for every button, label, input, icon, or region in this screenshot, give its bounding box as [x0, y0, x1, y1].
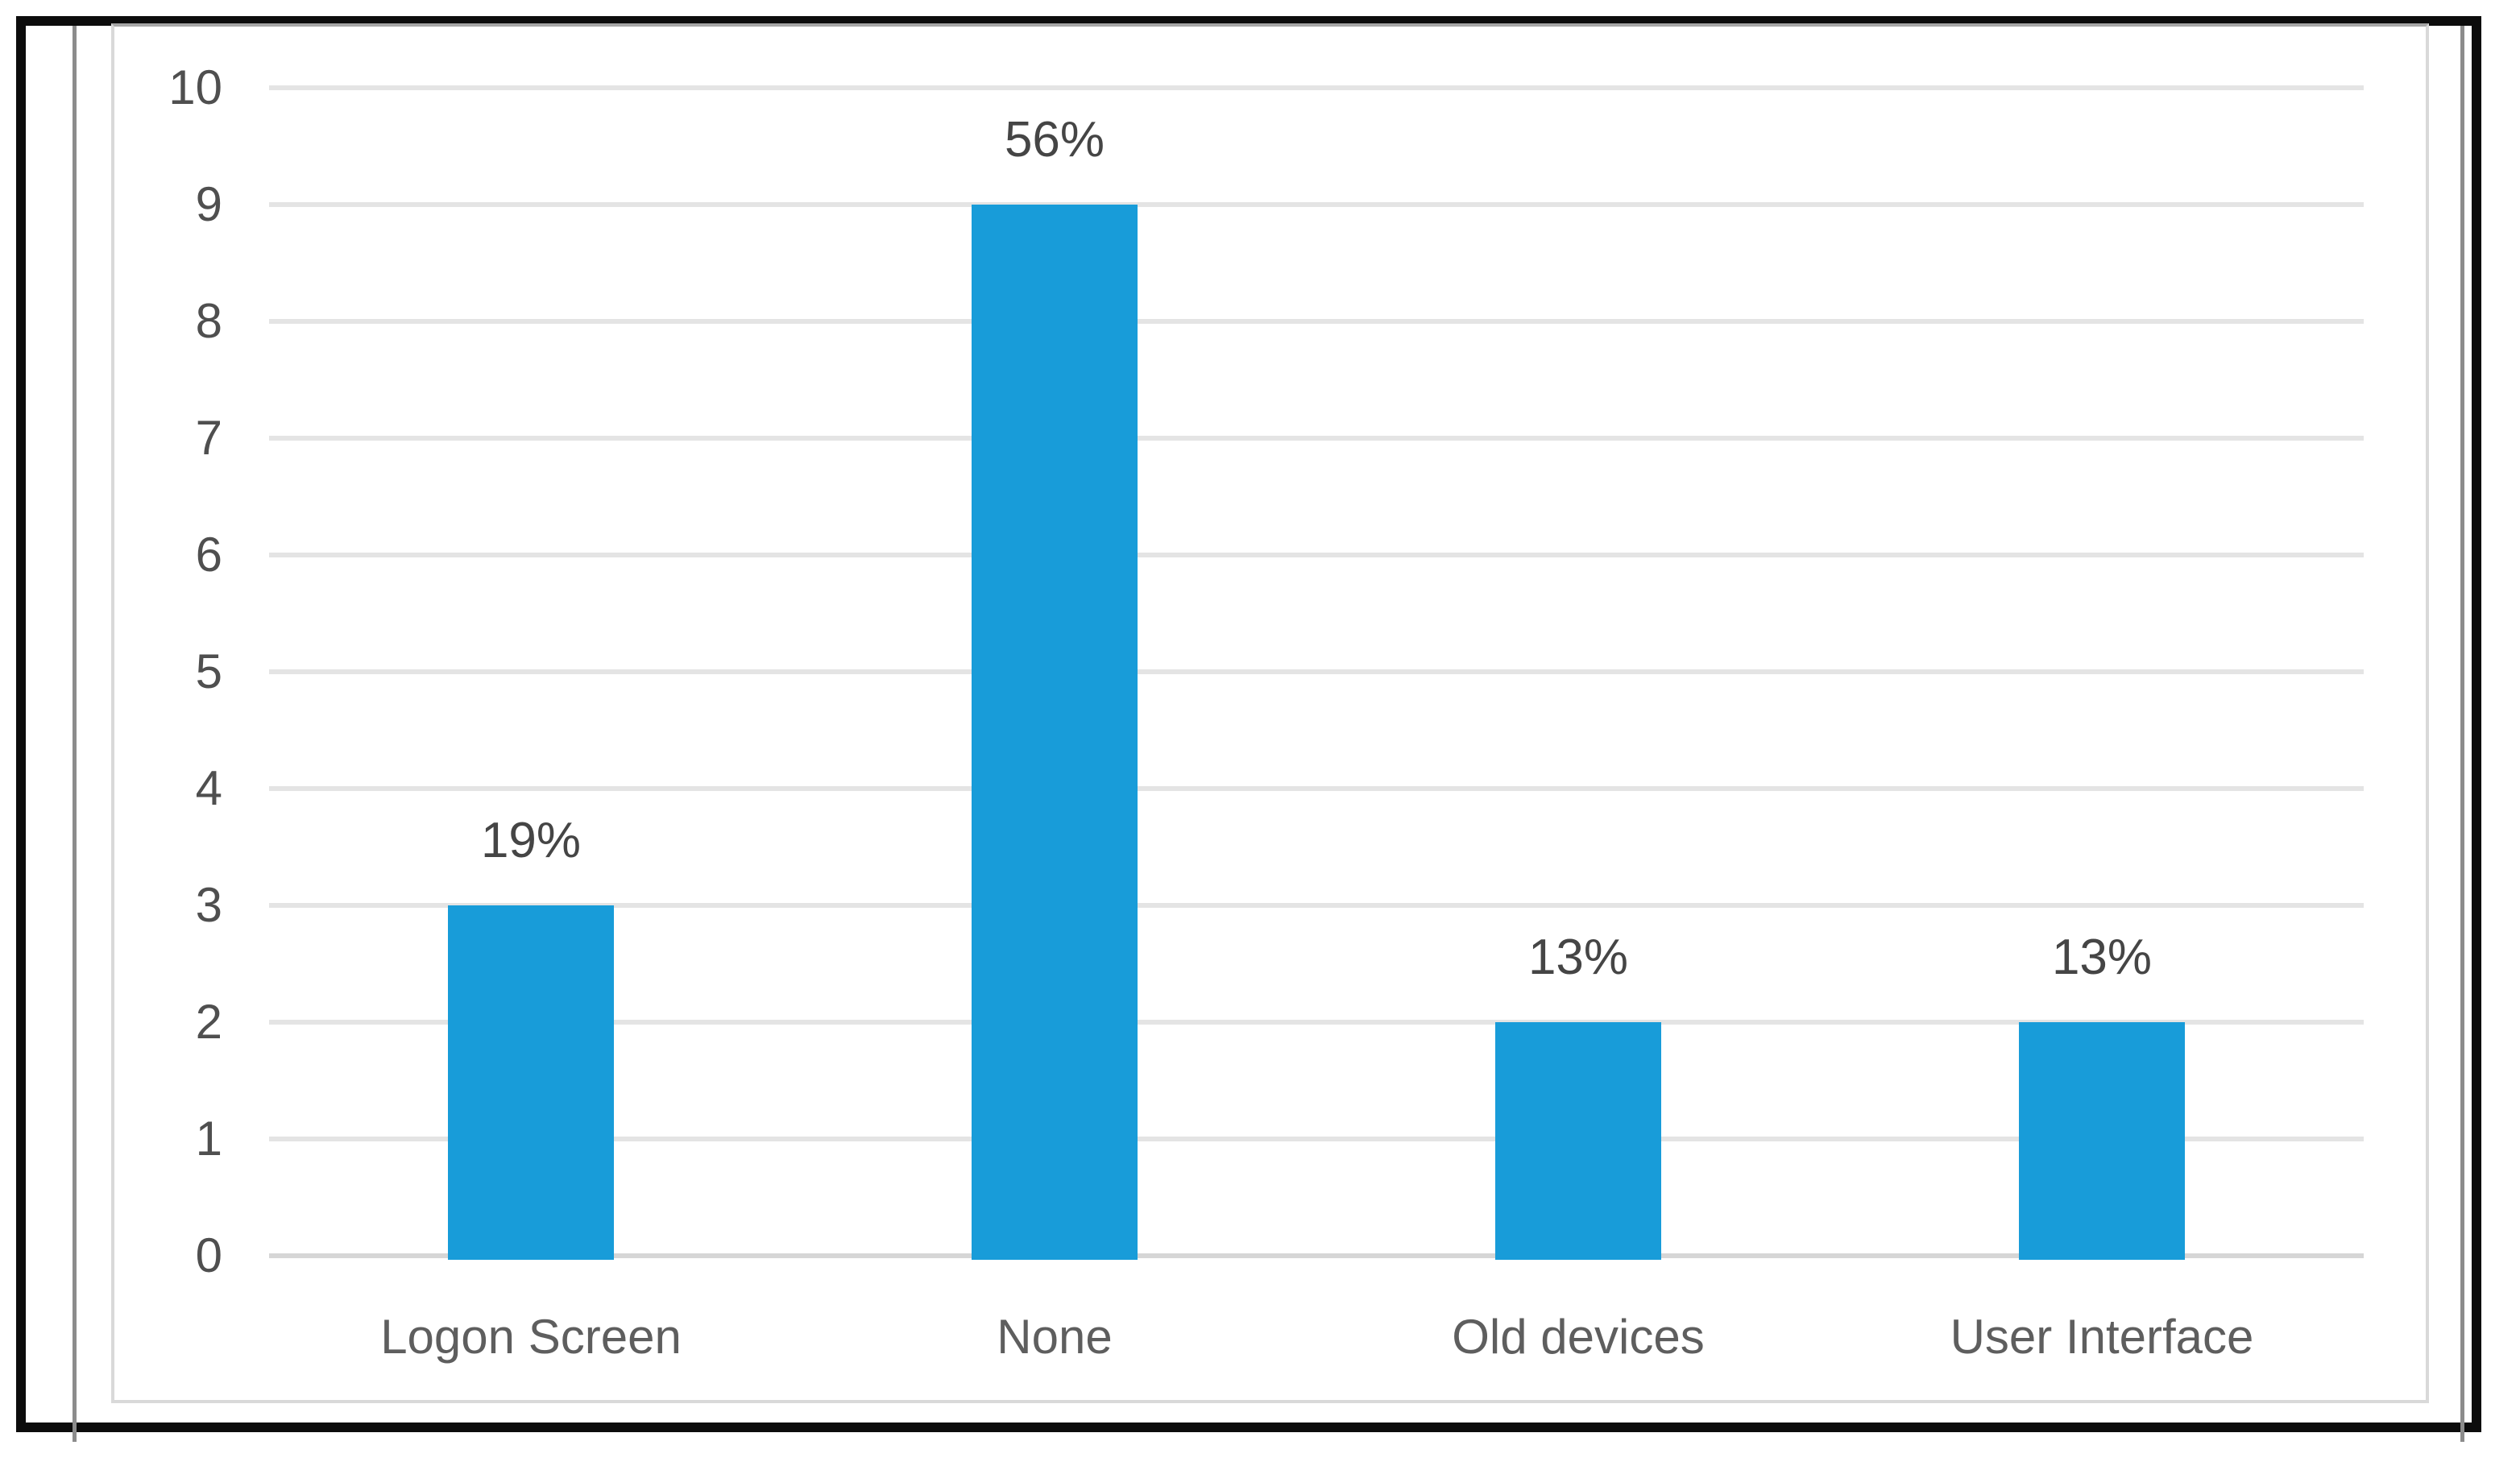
- bar-value-label: 56%: [1004, 112, 1105, 168]
- right-rule-line: [2460, 26, 2464, 1442]
- gridline-10: [269, 85, 2364, 90]
- y-axis-tick-label: 5: [195, 644, 222, 698]
- y-axis-tick-label: 0: [195, 1228, 222, 1282]
- y-axis-tick-label: 8: [195, 294, 222, 348]
- gridline-4: [269, 786, 2364, 791]
- left-rule-line: [73, 26, 77, 1442]
- gridline-1: [269, 1137, 2364, 1141]
- y-axis-tick-label: 3: [195, 878, 222, 932]
- gridline-9: [269, 202, 2364, 207]
- y-axis-tick-label: 10: [168, 60, 222, 114]
- x-axis-category-label: Logon Screen: [380, 1310, 682, 1364]
- gridline-8: [269, 319, 2364, 324]
- bar-old-devices: [1495, 1022, 1661, 1260]
- gridline-6: [269, 553, 2364, 557]
- y-axis-tick-label: 7: [195, 411, 222, 465]
- x-axis-category-label: None: [997, 1310, 1113, 1364]
- bar-none: [972, 205, 1138, 1260]
- y-axis-tick-label: 9: [195, 177, 222, 231]
- gridline-7: [269, 436, 2364, 441]
- x-axis-category-label: User Interface: [1950, 1310, 2254, 1364]
- bar-user-interface: [2019, 1022, 2185, 1260]
- gridline-3: [269, 903, 2364, 908]
- chart-container: 0 1 2 3 4 5 6 7 8 9 10 19% Logon Screen 56% None 13% Old…: [111, 23, 2429, 1403]
- y-axis-tick-label: 4: [195, 761, 222, 815]
- gridline-0: [269, 1253, 2364, 1258]
- bar-value-label: 19%: [480, 813, 582, 868]
- gridline-2: [269, 1020, 2364, 1025]
- bar-value-label: 13%: [2051, 930, 2153, 985]
- y-axis-tick-label: 6: [195, 528, 222, 582]
- y-axis-tick-label: 1: [195, 1112, 222, 1166]
- gridline-5: [269, 669, 2364, 674]
- y-axis-tick-label: 2: [195, 995, 222, 1049]
- bar-value-label: 13%: [1527, 930, 1629, 985]
- x-axis-category-label: Old devices: [1452, 1310, 1705, 1364]
- bar-logon-screen: [448, 905, 614, 1260]
